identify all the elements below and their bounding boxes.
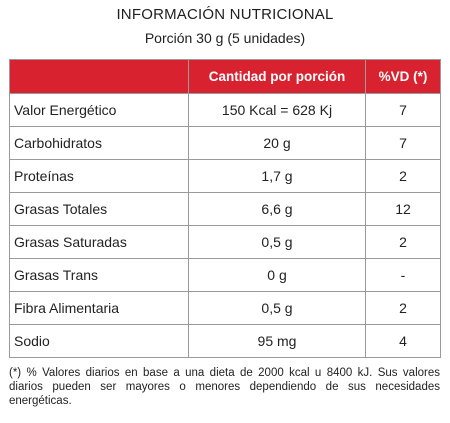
header-amount: Cantidad por porción	[188, 59, 366, 94]
nutrient-name: Sodio	[9, 324, 189, 358]
table-row: Proteínas 1,7 g 2	[9, 159, 441, 193]
table-row: Valor Energético 150 Kcal = 628 Kj 7	[9, 93, 441, 127]
nutrient-amount: 95 mg	[188, 324, 366, 358]
nutrient-amount: 0,5 g	[188, 225, 366, 259]
nutrient-amount: 6,6 g	[188, 192, 366, 226]
nutrient-name: Grasas Saturadas	[9, 225, 189, 259]
nutrient-name: Grasas Totales	[9, 192, 189, 226]
page-title: INFORMACIÓN NUTRICIONAL	[116, 6, 334, 23]
table-row: Grasas Trans 0 g -	[9, 258, 441, 292]
nutrition-table: Cantidad por porción %VD (*) Valor Energ…	[9, 59, 441, 358]
nutrient-amount: 20 g	[188, 126, 366, 160]
nutrient-daily-value: 7	[365, 93, 441, 127]
nutrient-amount: 150 Kcal = 628 Kj	[188, 93, 366, 127]
nutrient-name: Fibra Alimentaria	[9, 291, 189, 325]
table-row: Sodio 95 mg 4	[9, 324, 441, 358]
portion-subtitle: Porción 30 g (5 unidades)	[144, 30, 306, 46]
header-daily-value: %VD (*)	[365, 59, 441, 94]
table-row: Fibra Alimentaria 0,5 g 2	[9, 291, 441, 325]
nutrient-amount: 0,5 g	[188, 291, 366, 325]
table-header-row: Cantidad por porción %VD (*)	[9, 59, 441, 94]
nutrient-name: Proteínas	[9, 159, 189, 193]
table-row: Grasas Saturadas 0,5 g 2	[9, 225, 441, 259]
nutrient-daily-value: 2	[365, 159, 441, 193]
table-row: Grasas Totales 6,6 g 12	[9, 192, 441, 226]
header-nutrient	[9, 59, 189, 94]
nutrient-daily-value: 12	[365, 192, 441, 226]
daily-value-footnote: (*) % Valores diarios en base a una diet…	[9, 367, 440, 407]
nutrient-name: Carbohidratos	[9, 126, 189, 160]
table-row: Carbohidratos 20 g 7	[9, 126, 441, 160]
nutrient-daily-value: 4	[365, 324, 441, 358]
nutrient-daily-value: 2	[365, 225, 441, 259]
nutrient-daily-value: 2	[365, 291, 441, 325]
nutrient-name: Valor Energético	[9, 93, 189, 127]
nutrient-daily-value: -	[365, 258, 441, 292]
nutrient-name: Grasas Trans	[9, 258, 189, 292]
nutrient-amount: 1,7 g	[188, 159, 366, 193]
nutrient-daily-value: 7	[365, 126, 441, 160]
nutrient-amount: 0 g	[188, 258, 366, 292]
